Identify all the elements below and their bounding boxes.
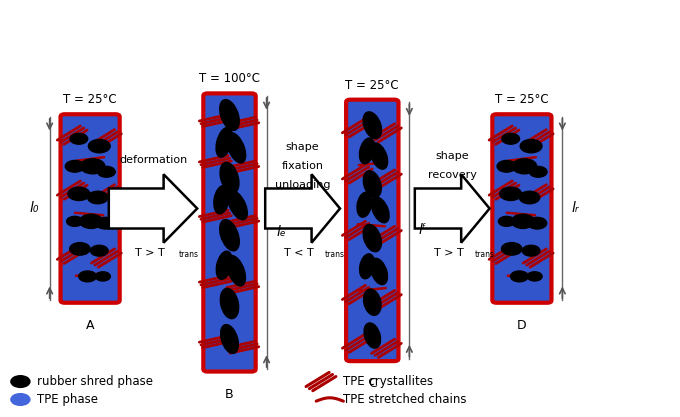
FancyBboxPatch shape bbox=[346, 100, 398, 361]
Ellipse shape bbox=[360, 254, 375, 279]
Circle shape bbox=[96, 217, 115, 229]
Text: trans: trans bbox=[325, 250, 345, 259]
Ellipse shape bbox=[214, 186, 229, 214]
Ellipse shape bbox=[363, 224, 381, 252]
Ellipse shape bbox=[220, 288, 239, 319]
Text: TPE crystallites: TPE crystallites bbox=[343, 375, 434, 388]
Ellipse shape bbox=[357, 192, 372, 217]
Text: T = 25°C: T = 25°C bbox=[63, 93, 117, 106]
Ellipse shape bbox=[371, 258, 388, 284]
Text: unloading: unloading bbox=[275, 180, 330, 190]
Circle shape bbox=[502, 243, 522, 255]
Circle shape bbox=[529, 166, 547, 177]
Circle shape bbox=[11, 394, 30, 405]
Ellipse shape bbox=[364, 323, 381, 348]
Circle shape bbox=[511, 214, 534, 229]
Circle shape bbox=[70, 133, 88, 144]
Circle shape bbox=[522, 245, 540, 256]
FancyBboxPatch shape bbox=[61, 114, 120, 303]
Circle shape bbox=[520, 139, 542, 153]
Text: lₑ: lₑ bbox=[276, 226, 286, 239]
Text: trans: trans bbox=[475, 250, 494, 259]
Ellipse shape bbox=[227, 256, 245, 286]
Circle shape bbox=[80, 214, 103, 229]
Ellipse shape bbox=[220, 324, 239, 354]
Ellipse shape bbox=[363, 112, 381, 138]
Ellipse shape bbox=[216, 251, 232, 279]
Text: T = 25°C: T = 25°C bbox=[495, 93, 549, 106]
Text: lᵣ: lᵣ bbox=[572, 201, 579, 216]
Circle shape bbox=[497, 161, 516, 172]
Polygon shape bbox=[109, 174, 197, 243]
Text: TPE phase: TPE phase bbox=[37, 393, 99, 406]
Circle shape bbox=[500, 187, 522, 201]
Circle shape bbox=[511, 271, 528, 282]
Circle shape bbox=[528, 217, 547, 229]
Circle shape bbox=[88, 191, 108, 204]
Ellipse shape bbox=[220, 162, 239, 193]
Text: T < T: T < T bbox=[284, 248, 314, 258]
Ellipse shape bbox=[220, 100, 239, 131]
Circle shape bbox=[95, 272, 110, 281]
Ellipse shape bbox=[370, 143, 388, 169]
Circle shape bbox=[512, 159, 537, 174]
Text: T = 25°C: T = 25°C bbox=[345, 79, 399, 92]
Circle shape bbox=[498, 216, 515, 226]
Text: deformation: deformation bbox=[119, 155, 187, 165]
Polygon shape bbox=[265, 174, 340, 243]
Ellipse shape bbox=[220, 220, 239, 251]
Text: D: D bbox=[517, 319, 527, 332]
Circle shape bbox=[80, 159, 105, 174]
Text: shape: shape bbox=[435, 151, 469, 161]
Circle shape bbox=[68, 187, 90, 201]
Ellipse shape bbox=[226, 133, 245, 163]
Text: lᶠ: lᶠ bbox=[419, 224, 427, 237]
Text: T > T: T > T bbox=[135, 248, 165, 258]
Text: T = 100°C: T = 100°C bbox=[199, 73, 260, 85]
Circle shape bbox=[502, 133, 520, 144]
Circle shape bbox=[97, 166, 116, 177]
Ellipse shape bbox=[364, 289, 381, 315]
FancyBboxPatch shape bbox=[492, 114, 551, 303]
Circle shape bbox=[527, 272, 542, 281]
Text: l₀: l₀ bbox=[29, 201, 39, 216]
Circle shape bbox=[65, 161, 84, 172]
Circle shape bbox=[88, 139, 110, 153]
Text: trans: trans bbox=[179, 250, 199, 259]
Circle shape bbox=[90, 245, 108, 256]
Ellipse shape bbox=[216, 128, 233, 157]
Ellipse shape bbox=[371, 197, 389, 223]
Circle shape bbox=[79, 271, 97, 282]
Text: B: B bbox=[225, 388, 234, 401]
Circle shape bbox=[67, 216, 83, 226]
Ellipse shape bbox=[363, 171, 381, 198]
Polygon shape bbox=[415, 174, 490, 243]
Text: fixation: fixation bbox=[282, 161, 324, 171]
Text: TPE stretched chains: TPE stretched chains bbox=[343, 393, 467, 406]
Text: T > T: T > T bbox=[434, 248, 464, 258]
Text: rubber shred phase: rubber shred phase bbox=[37, 375, 154, 388]
FancyBboxPatch shape bbox=[203, 93, 256, 372]
Text: shape: shape bbox=[286, 142, 320, 152]
Circle shape bbox=[69, 243, 90, 255]
Text: C: C bbox=[368, 377, 377, 390]
Text: A: A bbox=[86, 319, 95, 332]
Ellipse shape bbox=[228, 191, 248, 220]
Circle shape bbox=[520, 191, 540, 204]
Text: recovery: recovery bbox=[428, 170, 477, 180]
Ellipse shape bbox=[360, 138, 375, 164]
Circle shape bbox=[11, 376, 30, 387]
